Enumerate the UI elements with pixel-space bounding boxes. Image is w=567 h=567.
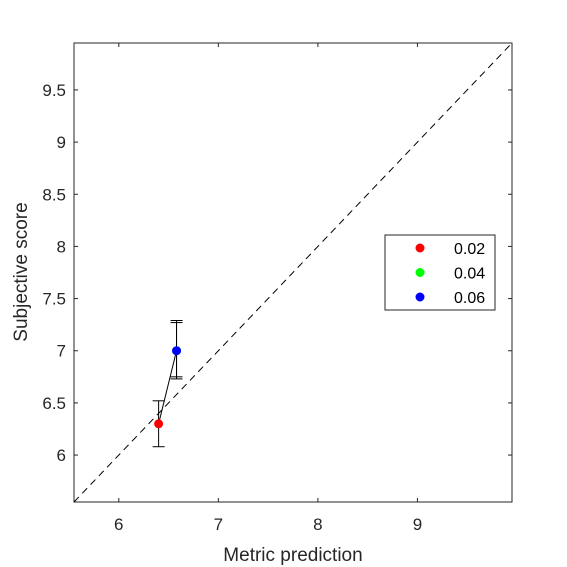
y-tick-label: 8.5 xyxy=(42,185,66,204)
y-tick-label: 6 xyxy=(57,446,66,465)
legend: 0.02 0.04 0.06 xyxy=(384,234,496,311)
legend-marker xyxy=(415,292,425,302)
x-tick-label: 7 xyxy=(214,515,223,534)
y-tick-label: 7.5 xyxy=(42,290,66,309)
legend-label: 0.06 xyxy=(454,290,485,307)
data-point-0-02 xyxy=(154,419,164,429)
y-tick-label: 7 xyxy=(57,342,66,361)
legend-label: 0.04 xyxy=(454,266,485,283)
x-tick-label: 9 xyxy=(413,515,422,534)
y-tick-label: 8 xyxy=(57,237,66,256)
y-tick-label: 9 xyxy=(57,133,66,152)
y-tick-label: 6.5 xyxy=(42,394,66,413)
data-point-0-06 xyxy=(172,346,182,356)
y-tick-label: 9.5 xyxy=(42,81,66,100)
legend-marker xyxy=(415,243,425,253)
series-connector-line xyxy=(158,350,178,424)
x-tick-label: 8 xyxy=(313,515,322,534)
x-tick-label: 6 xyxy=(114,515,123,534)
legend-box xyxy=(384,234,496,311)
y-axis-label: Subjective score xyxy=(11,202,32,341)
identity-reference-line xyxy=(73,42,513,503)
x-axis-label: Metric prediction xyxy=(223,545,362,566)
legend-marker xyxy=(415,268,425,277)
legend-label: 0.02 xyxy=(454,241,485,258)
